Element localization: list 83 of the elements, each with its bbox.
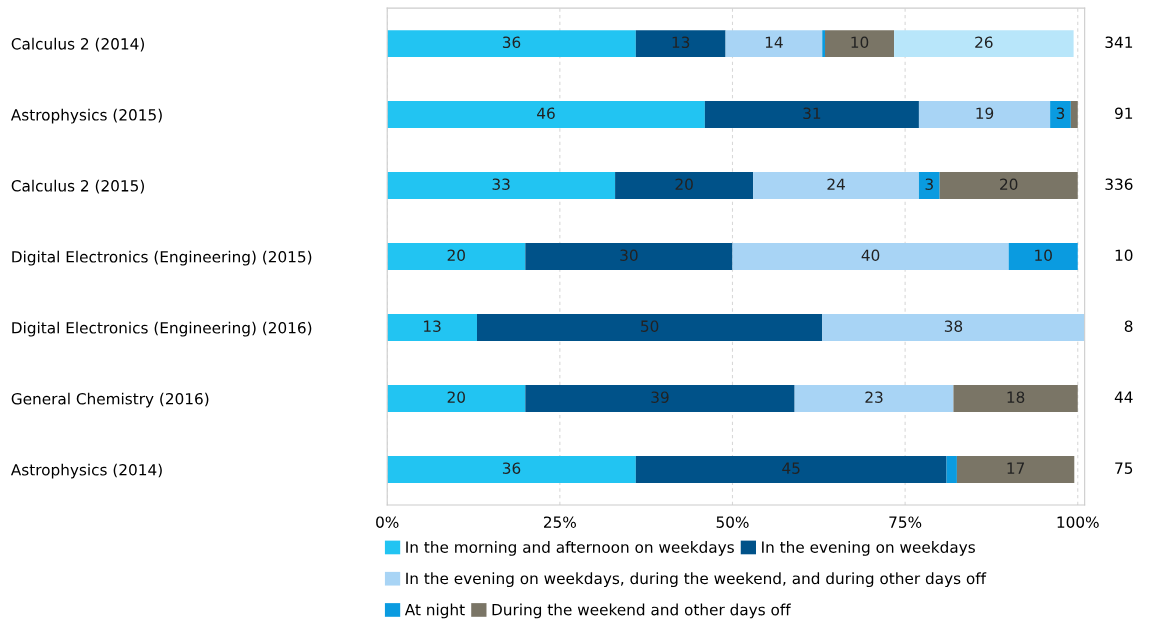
data-label: 24 [827,178,845,190]
bar [894,30,1074,58]
bar [1008,243,1078,271]
bar [635,30,726,58]
x-tick-label: 0% [376,516,399,528]
data-label: 13 [424,320,441,332]
bar [918,172,940,200]
data-label: 20 [675,178,693,191]
bar [525,385,795,413]
data-label: 18 [1007,391,1025,403]
bar [753,172,919,200]
text: 341 [1105,36,1133,49]
y-tick-label: Digital Electronics (Engineering) (2015) [12,250,312,266]
bar [635,456,947,483]
bar [387,314,477,342]
bar [946,456,957,483]
data-label: 38 [944,320,963,332]
bar [822,30,826,58]
bar [387,243,526,271]
data-label: 50 [641,320,659,332]
legend-label: In the morning and afternoon on weekdays [406,541,734,556]
data-label: 13 [672,36,690,49]
x-tick-label: 75% [889,516,922,528]
bar [1050,101,1071,129]
y-tick-label: Calculus 2 (2015) [11,179,144,194]
data-label: 10 [851,36,869,49]
data-label: 26 [975,36,993,49]
data-label: 14 [765,36,783,48]
legend-label: During the weekend and other days off [492,603,791,619]
data-label: 10 [1035,249,1052,261]
legend-label: In the evening on weekdays [762,541,975,556]
data-label: 17 [1007,462,1025,474]
bar [525,243,733,271]
bar [956,456,1075,483]
data-label: 20 [447,391,465,403]
bar [387,101,705,129]
bar [732,243,1009,271]
data-label: 33 [492,178,510,191]
data-label: 20 [1000,178,1018,191]
data-label: 45 [782,462,800,474]
bar [794,385,954,413]
legend-label: In the evening on weekdays, during the weekend, and during other days off [406,572,987,588]
bar [939,172,1078,200]
bar [825,30,895,58]
data-label: 40 [861,249,880,261]
bar [387,172,616,200]
data-label: 3 [925,178,933,191]
text: 336 [1105,178,1133,191]
data-label: 46 [537,107,555,120]
data-label: 36 [502,462,521,474]
text: 75 [1115,462,1133,474]
x-tick-label: 25% [543,516,576,528]
x-tick-label: 50% [716,516,749,528]
bar [822,314,1085,342]
y-tick-label: Astrophysics (2015) [10,108,162,124]
y-tick-label: Astrophysics (2014) [10,463,162,479]
data-label: 20 [447,249,465,261]
bar [725,30,823,58]
x-tick-label: 100% [1057,516,1099,528]
text: 91 [1115,107,1133,120]
data-label: 30 [620,249,638,261]
data-label: 31 [803,107,821,120]
bar [615,172,754,200]
bar [704,101,919,129]
text: 10 [1115,249,1133,261]
data-label: 39 [651,391,669,403]
bar [918,101,1051,129]
data-label: 36 [502,36,521,49]
y-tick-label: General Chemistry (2016) [11,392,209,408]
bar [387,385,526,413]
y-tick-label: Digital Electronics (Engineering) (2016) [12,321,312,337]
text: 8 [1124,320,1133,332]
data-label: 23 [865,391,883,403]
bar [1070,101,1078,129]
bar [387,456,636,483]
y-tick-label: Calculus 2 (2014) [11,37,144,52]
bar [953,385,1078,413]
bar [387,30,636,58]
text: 44 [1114,391,1133,403]
legend-label: At night [404,603,465,619]
data-label: 3 [1056,107,1065,120]
data-label: 19 [976,107,994,120]
bar [476,314,823,342]
